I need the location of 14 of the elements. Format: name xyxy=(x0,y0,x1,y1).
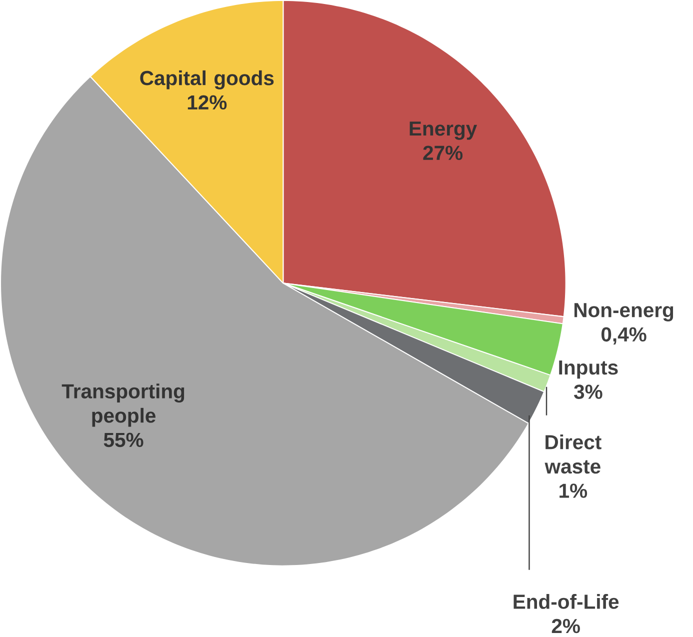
slice-label: Direct waste xyxy=(544,434,602,474)
slice-label: Energy xyxy=(410,122,478,140)
data-label: 1% xyxy=(560,484,588,498)
data-label: 55% xyxy=(104,433,144,448)
data-label: 2% xyxy=(552,619,580,634)
slice-label: End-of-Life xyxy=(514,594,619,610)
data-label: 3% xyxy=(574,384,602,400)
data-label: 12% xyxy=(188,95,227,110)
slice-label: Non-energ xyxy=(574,303,674,322)
slice-label: Inputs xyxy=(559,360,618,379)
slice-label: Capital goods xyxy=(140,70,274,90)
data-label: 0,4% xyxy=(601,327,646,345)
slice-label: Transporting people xyxy=(62,384,184,428)
data-label: 27% xyxy=(423,146,463,160)
